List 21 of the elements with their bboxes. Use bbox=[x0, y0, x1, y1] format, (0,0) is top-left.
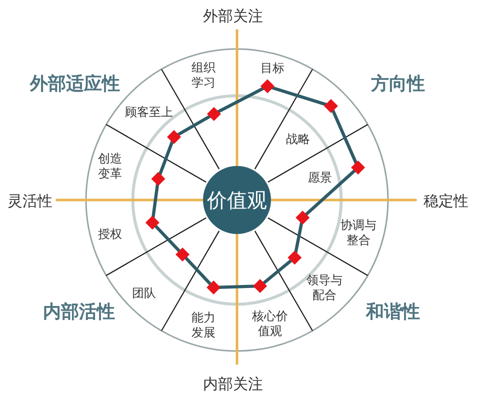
category-label: 能力发展 bbox=[192, 310, 216, 340]
category-label: 创造变革 bbox=[98, 152, 122, 180]
annotation: 方向性 bbox=[371, 74, 425, 94]
annotation: 内部关注 bbox=[203, 375, 263, 393]
annotation: 外部适应性 bbox=[30, 74, 120, 94]
category-label: 团队 bbox=[132, 286, 156, 300]
category-label: 组织学习 bbox=[192, 60, 216, 90]
annotation: 内部活性 bbox=[43, 302, 115, 322]
category-label: 愿景 bbox=[308, 170, 332, 185]
category-label: 顾客至上 bbox=[124, 104, 173, 119]
category-label: 目标 bbox=[260, 60, 284, 75]
category-label: 授权 bbox=[98, 227, 122, 241]
category-label: 战略 bbox=[286, 132, 310, 146]
category-label: 核心价值观 bbox=[252, 309, 288, 338]
annotation: 外部关注 bbox=[203, 7, 263, 25]
category-label: 领导与配合 bbox=[306, 272, 342, 302]
category-label: 协调与整合 bbox=[340, 218, 376, 248]
annotation: 价值观 bbox=[207, 188, 267, 212]
annotation: 和谐性 bbox=[366, 302, 420, 322]
annotation: 稳定性 bbox=[424, 192, 468, 210]
annotation: 灵活性 bbox=[8, 192, 52, 210]
